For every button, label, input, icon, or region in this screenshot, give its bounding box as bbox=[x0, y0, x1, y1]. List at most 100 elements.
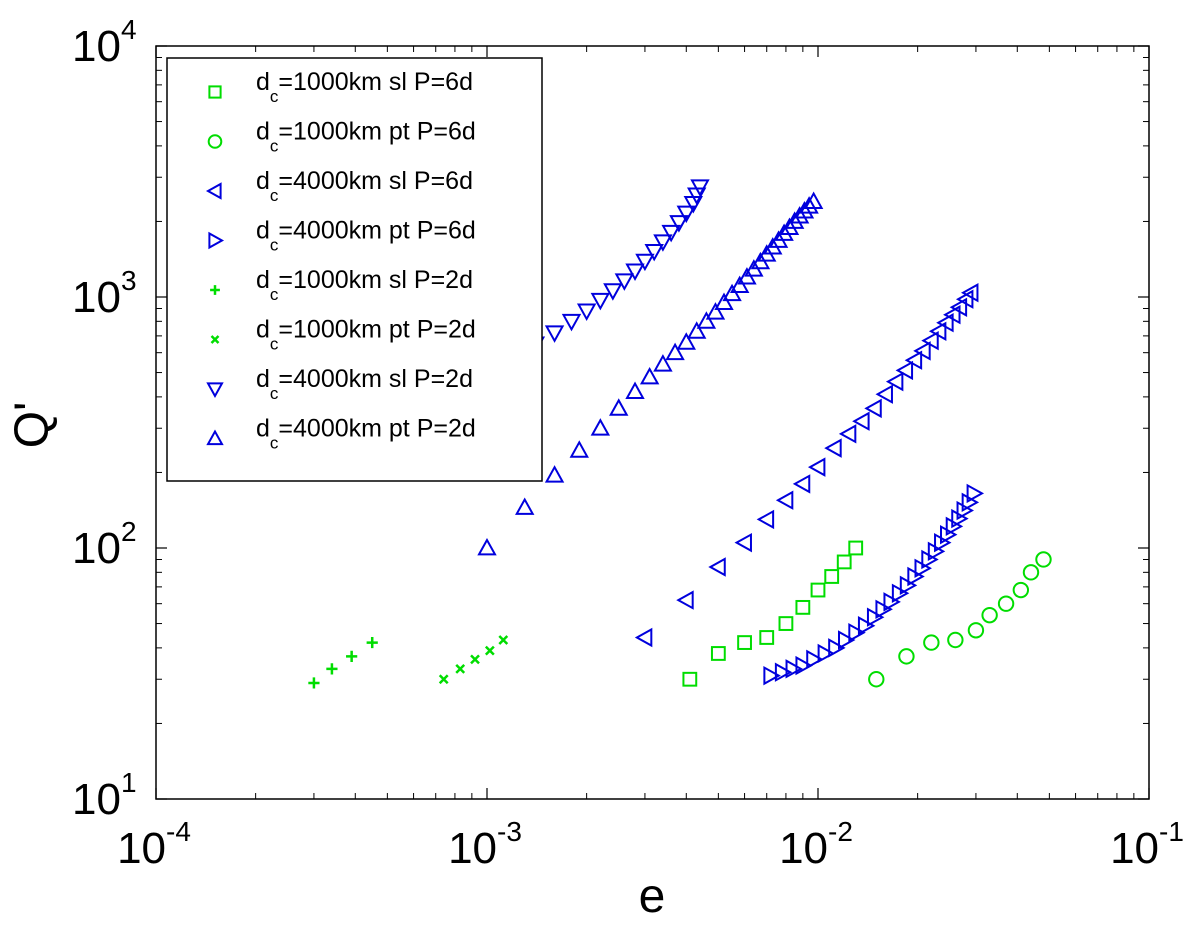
data-point-triangle-up bbox=[609, 398, 629, 416]
data-point-triangle-left bbox=[807, 457, 826, 477]
data-point-triangle-left bbox=[955, 289, 974, 309]
data-point-triangle-up bbox=[686, 321, 707, 339]
data-point-triangle-left bbox=[913, 341, 931, 361]
data-point-x bbox=[484, 645, 495, 656]
legend-marker-triangle-left bbox=[205, 182, 222, 200]
y-tick-label: 103 bbox=[72, 265, 137, 322]
data-point-triangle-up bbox=[774, 223, 794, 241]
data-point-triangle-right bbox=[817, 643, 836, 664]
data-point-triangle-down bbox=[669, 215, 689, 233]
y-tick-label: 101 bbox=[72, 767, 137, 824]
data-point-triangle-down bbox=[661, 224, 681, 243]
data-point-triangle-right bbox=[857, 616, 876, 636]
y-tick-label: 104 bbox=[72, 14, 137, 71]
legend-marker-x bbox=[210, 335, 220, 344]
data-point-circle bbox=[898, 648, 915, 665]
legend-marker-plus bbox=[210, 285, 220, 295]
data-point-triangle-left bbox=[885, 371, 904, 392]
data-point-triangle-up bbox=[590, 418, 611, 436]
data-point-triangle-left bbox=[676, 590, 694, 610]
legend-label: dc=1000km sl P=6d bbox=[256, 68, 473, 106]
data-point-triangle-up bbox=[515, 497, 535, 515]
minor-ticks bbox=[156, 46, 1149, 799]
data-point-triangle-left bbox=[936, 312, 954, 333]
x-tick-label: 10-1 bbox=[1110, 816, 1184, 873]
data-point-triangle-left bbox=[904, 350, 923, 370]
series-8 bbox=[477, 191, 824, 556]
y-tick-label: 102 bbox=[72, 516, 137, 573]
data-point-triangle-up bbox=[729, 275, 750, 294]
data-point-triangle-left bbox=[943, 305, 961, 325]
legend-marker-square bbox=[208, 85, 222, 99]
data-point-triangle-left bbox=[708, 557, 726, 577]
data-point-square bbox=[682, 671, 698, 687]
data-point-circle bbox=[997, 595, 1015, 612]
data-point-triangle-left bbox=[634, 627, 653, 648]
data-point-triangle-left bbox=[852, 411, 870, 431]
data-point-triangle-up bbox=[794, 200, 815, 219]
data-point-triangle-up bbox=[779, 217, 800, 236]
data-point-triangle-up bbox=[696, 311, 717, 329]
data-points bbox=[308, 179, 1052, 689]
series-2 bbox=[868, 551, 1052, 688]
data-point-x bbox=[470, 654, 480, 665]
data-point-triangle-right bbox=[795, 655, 813, 676]
data-point-square bbox=[759, 630, 775, 645]
data-point-triangle-left bbox=[949, 297, 968, 317]
data-point-triangle-right bbox=[956, 500, 975, 521]
legend-label: dc=4000km sl P=6d bbox=[256, 167, 473, 205]
data-point-triangle-up bbox=[477, 537, 497, 556]
legend-label: dc=1000km sl P=2d bbox=[256, 266, 473, 304]
data-point-triangle-down bbox=[690, 179, 710, 197]
data-point-triangle-up bbox=[714, 292, 734, 310]
legend-label: dc=1000km pt P=6d bbox=[256, 118, 476, 156]
legend-marker-triangle-up bbox=[206, 429, 224, 446]
y-axis-ticks: 101 102 103 104 bbox=[72, 14, 1149, 824]
data-point-triangle-down bbox=[561, 313, 582, 332]
data-point-triangle-down bbox=[653, 234, 673, 252]
data-point-x bbox=[455, 663, 466, 674]
data-point-triangle-right bbox=[828, 638, 846, 658]
data-point-triangle-up bbox=[784, 211, 805, 229]
data-point-square bbox=[810, 582, 826, 598]
data-point-triangle-right bbox=[848, 622, 866, 643]
data-point-triangle-up bbox=[569, 440, 589, 458]
data-point-triangle-left bbox=[960, 283, 979, 303]
data-point-triangle-right bbox=[838, 630, 856, 650]
data-point-triangle-up bbox=[789, 206, 810, 224]
data-point-triangle-right bbox=[883, 592, 901, 612]
data-point-circle bbox=[981, 606, 998, 624]
data-point-triangle-right bbox=[774, 662, 793, 682]
data-point-circle bbox=[967, 622, 985, 639]
data-point-triangle-right bbox=[951, 508, 969, 529]
data-point-circle bbox=[1012, 581, 1030, 599]
data-point-triangle-left bbox=[734, 532, 752, 553]
legend-label: dc=1000km pt P=2d bbox=[256, 316, 476, 354]
data-point-plus bbox=[326, 663, 338, 675]
data-point-triangle-down bbox=[644, 243, 664, 262]
data-point-x bbox=[438, 674, 449, 685]
series-4 bbox=[763, 483, 985, 686]
data-point-triangle-left bbox=[864, 398, 882, 419]
data-point-square bbox=[824, 569, 840, 584]
data-point-triangle-left bbox=[838, 424, 857, 444]
legend: dc=1000km sl P=6d dc=1000km pt P=6d dc=400… bbox=[166, 57, 543, 482]
data-point-triangle-down bbox=[590, 292, 611, 311]
series-5 bbox=[308, 636, 378, 689]
legend-label: dc=4000km pt P=2d bbox=[256, 415, 476, 453]
data-point-triangle-left bbox=[921, 330, 939, 351]
legend-marker-triangle-down bbox=[206, 382, 224, 399]
y-axis-label: Q' bbox=[6, 402, 59, 449]
data-point-x bbox=[498, 635, 509, 645]
data-point-circle bbox=[947, 631, 964, 649]
legend-marker-triangle-right bbox=[208, 231, 225, 250]
data-point-triangle-up bbox=[799, 196, 819, 214]
x-tick-label: 10-2 bbox=[779, 816, 853, 873]
data-point-triangle-down bbox=[614, 273, 635, 291]
x-tick-label: 10-4 bbox=[117, 816, 191, 873]
data-point-square bbox=[778, 616, 794, 631]
data-point-triangle-up bbox=[676, 332, 696, 350]
legend-label: dc=4000km pt P=6d bbox=[256, 217, 476, 255]
data-point-square bbox=[836, 554, 852, 570]
data-point-triangle-left bbox=[928, 321, 947, 342]
